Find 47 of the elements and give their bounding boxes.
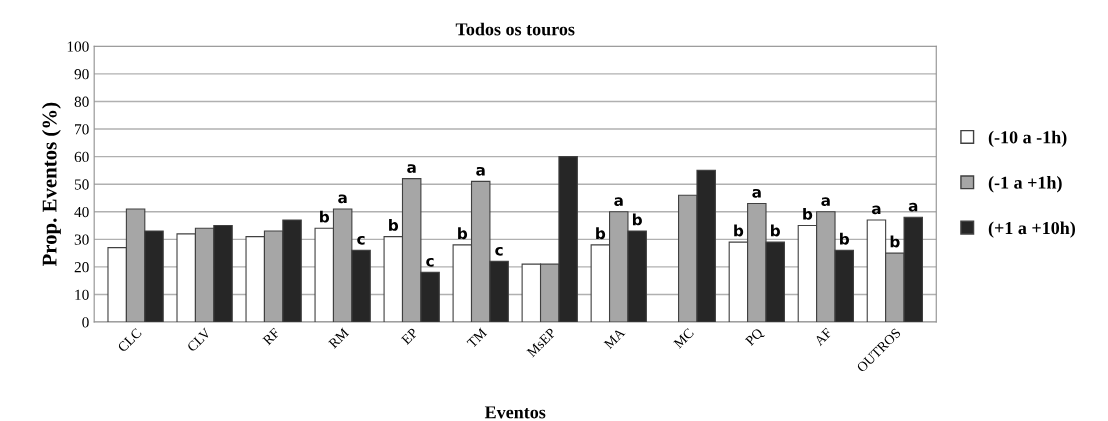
x-tick-label: PQ <box>744 327 766 348</box>
y-tick-label: 10 <box>75 289 89 300</box>
annotation: a <box>871 205 881 215</box>
x-tick-label: EP <box>400 327 419 345</box>
x-tick-label: RM <box>328 327 350 349</box>
y-tick-label: 80 <box>74 96 89 107</box>
annotation: b <box>389 219 399 231</box>
annotation: b <box>734 224 744 237</box>
annotation: a <box>476 166 485 176</box>
annotation: c <box>495 246 503 256</box>
y-tick-label: 60 <box>74 151 89 163</box>
annotation: b <box>632 213 642 226</box>
x-tick-label: AF <box>813 327 833 347</box>
x-tick-label: TM <box>466 327 488 349</box>
y-tick-label: 30 <box>74 234 89 245</box>
y-tick-label: 70 <box>75 124 89 135</box>
x-tick-label: CLC <box>117 327 142 353</box>
y-tick-label: 0 <box>82 317 89 328</box>
x-tick-label: RF <box>262 327 281 346</box>
annotation: c <box>426 257 434 267</box>
annotation: b <box>458 227 468 240</box>
annotation: b <box>890 235 900 248</box>
legend-label: (-10 a -1h) <box>988 130 1067 148</box>
y-tick-label: 20 <box>74 262 89 273</box>
x-tick-label: MA <box>603 327 626 350</box>
legend-label: (-1 a +1h) <box>988 176 1062 193</box>
y-tick-label: 90 <box>74 69 89 80</box>
x-tick-label: MC <box>673 327 695 349</box>
annotation: a <box>821 197 830 207</box>
annotation: a <box>752 189 761 198</box>
annotation: a <box>338 194 347 204</box>
annotation: a <box>407 164 416 173</box>
y-axis-title: Prop. Eventos (%) <box>41 102 61 267</box>
y-tick-label: 100 <box>67 41 89 52</box>
annotation: b <box>803 208 813 220</box>
annotation: b <box>840 232 850 245</box>
legend-label: (+1 a +10h) <box>988 221 1075 238</box>
x-axis-title: Eventos <box>484 406 546 419</box>
annotation: a <box>908 202 918 212</box>
annotation: b <box>771 224 780 237</box>
annotation: a <box>614 197 623 207</box>
y-tick-label: 40 <box>74 206 89 218</box>
y-tick-label: 50 <box>74 179 89 190</box>
chart-title: Todos os touros <box>455 22 575 36</box>
annotation: b <box>320 210 330 223</box>
annotation: b <box>596 227 606 240</box>
annotation: c <box>357 235 365 245</box>
